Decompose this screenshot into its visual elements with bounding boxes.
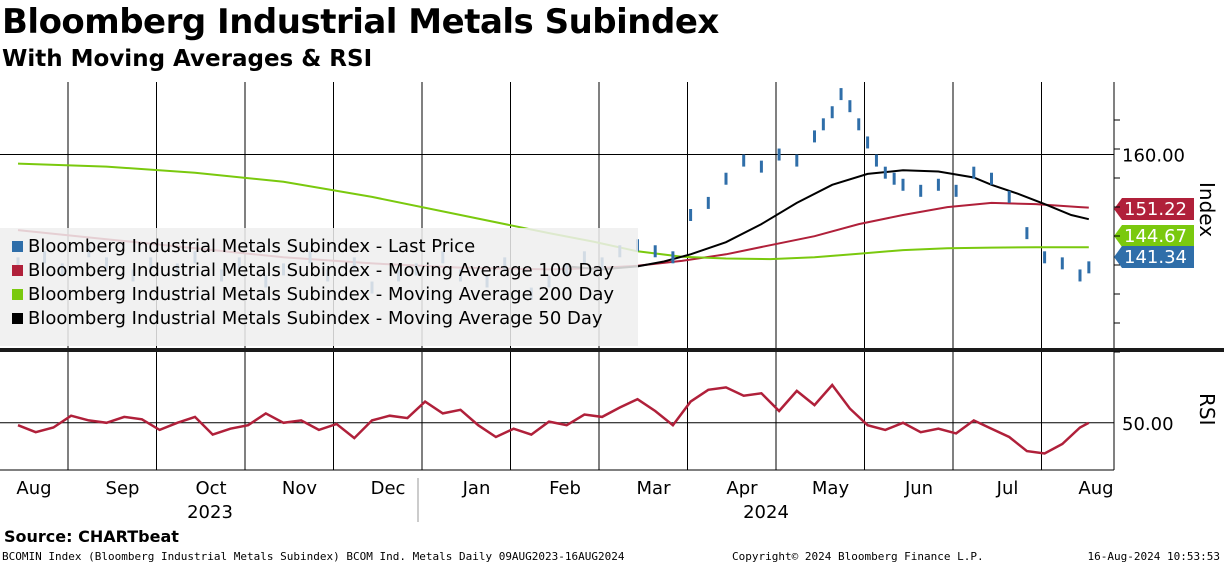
xtick-5: Jan [462,478,491,499]
series-line-ma200 [17,162,1089,261]
xtick-12: Aug [1078,478,1113,499]
ytick-price-0: 160.00 [1122,146,1185,167]
legend-entry-1: Bloomberg Industrial Metals Subindex - M… [28,260,614,281]
last-value-tag-ma200 [1114,225,1194,247]
legend-swatch-1 [12,265,23,276]
xtick-9: May [812,478,850,499]
panel-divider[interactable] [0,348,1224,352]
xtick-7: Mar [637,478,672,499]
legend: Bloomberg Industrial Metals Subindex - L… [0,198,1194,346]
legend-swatch-3 [12,313,23,324]
axes-labels: 160.00 50.00 Index RSI Aug Sep Oct Nov Dec Jan Feb… [16,119,1219,523]
xtick-8: Apr [726,478,758,499]
last-value-tag-ma100 [1114,198,1194,220]
y-axis-label-rsi: RSI [1195,393,1219,426]
ytick-rsi-0: 50.00 [1122,414,1174,435]
xtick-10: Jun [904,478,933,499]
last-value-label-price: 141.34 [1124,247,1187,268]
chart-subtitle: With Moving Averages & RSI [2,46,373,72]
xtick-6: Feb [549,478,581,499]
rsi-series-lines [17,383,1090,455]
xtick-2: Oct [195,478,226,499]
legend-entry-3: Bloomberg Industrial Metals Subindex - M… [28,308,603,329]
footer-description: BCOMIN Index (Bloomberg Industrial Metal… [2,550,625,563]
xtick-1: Sep [106,478,140,499]
chart-title: Bloomberg Industrial Metals Subindex [2,2,719,42]
rsi-line [17,383,1090,455]
legend-swatch-2 [12,289,23,300]
xtick-0: Aug [16,478,51,499]
xtick-3: Nov [282,478,317,499]
source-note: Source: CHARTbeat [4,527,179,546]
legend-box [0,228,638,346]
last-value-label-ma200: 144.67 [1124,226,1187,247]
footer-copyright: Copyright© 2024 Bloomberg Finance L.P. [732,550,984,563]
year-label-1: 2024 [743,502,789,523]
last-value-label-ma100: 151.22 [1124,199,1187,220]
legend-entry-0: Bloomberg Industrial Metals Subindex - L… [28,236,475,257]
y-axis-label-price: Index [1195,182,1219,237]
xtick-4: Dec [371,478,406,499]
legend-entry-2: Bloomberg Industrial Metals Subindex - M… [28,284,614,305]
series-line-ma50 [566,169,1090,271]
footer-timestamp: 16-Aug-2024 10:53:53 [1087,550,1220,563]
legend-swatch-0 [12,241,23,252]
year-label-0: 2023 [187,502,233,523]
xtick-11: Jul [996,478,1019,499]
last-value-tag-price [1114,246,1194,268]
